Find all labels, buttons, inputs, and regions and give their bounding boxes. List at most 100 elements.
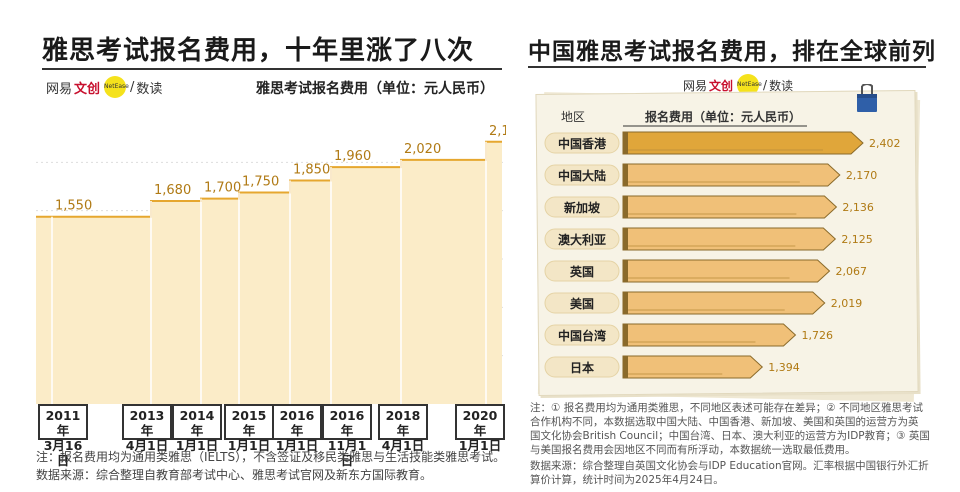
x-tick-day: 3月16日 xyxy=(43,438,83,468)
x-tick-day: 1月1日 xyxy=(275,438,319,453)
right-chart-title: 中国雅思考试报名费用，排在全球前列 xyxy=(528,39,936,65)
x-tick-day: 1月1日 xyxy=(227,438,271,453)
category-pill xyxy=(544,164,620,186)
x-tick-label: 2013年 4月1日 xyxy=(122,404,172,453)
brand-wenchuang-text: 文创 xyxy=(74,81,101,97)
fee-bar xyxy=(622,323,797,347)
x-tick-year: 2016年 xyxy=(279,408,315,438)
category-pill xyxy=(544,356,620,378)
x-tick-day: 4月1日 xyxy=(381,438,425,453)
right-note-line-2: 合作机构不同，本数据选取中国大陆、中国香港、新加坡、美国和英国的运营方为英 xyxy=(530,416,919,428)
brand-slash: / xyxy=(130,79,135,95)
category-pill xyxy=(544,228,620,250)
bar-end-cap xyxy=(623,164,628,186)
x-tick-label: 2016年 1月1日 xyxy=(272,404,322,453)
value-label: 2,067 xyxy=(836,265,868,278)
brand-dot-icon: NetEase xyxy=(737,74,762,96)
data-label: 1,680 xyxy=(154,183,191,198)
brand-netease-text: 网易 xyxy=(46,81,73,97)
right-brand-logo: 网易 文创 NetEase / 数读 xyxy=(683,74,793,96)
x-tick-label: 2015年 1月1日 xyxy=(224,404,274,453)
bar-end-cap xyxy=(623,292,628,314)
column-header-region: 地区 xyxy=(561,110,585,124)
category-pill xyxy=(544,260,620,282)
value-label: 1,726 xyxy=(801,329,833,342)
value-label: 1,394 xyxy=(768,361,800,374)
bar-end-cap xyxy=(623,260,628,282)
category-label: 中国香港 xyxy=(558,136,607,151)
x-tick-year: 2020年 xyxy=(462,408,498,438)
brand-netease-text: 网易 xyxy=(683,78,708,93)
category-label: 中国大陆 xyxy=(558,168,606,183)
x-tick-year: 2014年 xyxy=(179,408,215,438)
x-tick-label: 2016年 11月1日 xyxy=(322,404,372,468)
x-tick-day: 11月1日 xyxy=(327,438,367,468)
category-label: 日本 xyxy=(570,360,594,375)
fee-bar xyxy=(622,131,864,155)
right-title-rule xyxy=(528,66,926,68)
right-source-line-1: 数据来源：综合整理自英国文化协会与IDP Education官网。汇率根据中国银… xyxy=(530,460,929,472)
category-pill xyxy=(544,324,620,346)
value-label: 2,402 xyxy=(869,137,901,150)
x-tick-label: 2011年 3月16日 xyxy=(38,404,88,468)
regional-fee-bar-chart: 地区 报名费用（单位：元人民币） 中国香港 2,402 中国大陆 2,170 新加坡 2,13… xyxy=(544,109,901,379)
data-label: 2,170 xyxy=(489,124,506,139)
left-unit-label: 雅思考试报名费用（单位：元人民币） xyxy=(256,81,494,97)
column-header-fee: 报名费用（单位：元人民币） xyxy=(645,109,801,124)
bar-end-cap xyxy=(623,356,628,378)
x-tick-year: 2016年 xyxy=(329,408,365,438)
category-label: 新加坡 xyxy=(564,200,601,215)
binder-clip-icon xyxy=(857,84,877,112)
brand-shudu-text: 数读 xyxy=(136,81,163,97)
bar-end-cap xyxy=(623,196,628,218)
right-note-line-4: 与美国报名费用会因地区不同而有所浮动，本数据统一选取最低费用。 xyxy=(530,444,856,456)
value-label: 2,136 xyxy=(842,201,874,214)
fee-bar xyxy=(622,355,764,379)
category-pill xyxy=(544,292,620,314)
right-note-line-1: 注：① 报名费用均为通用类雅思，不同地区表述可能存在差异；② 不同地区雅思考试 xyxy=(530,402,923,414)
fee-bar xyxy=(622,259,831,283)
right-note-line-3: 国文化协会British Council；中国台湾、日本、澳大利亚的运营方为ID… xyxy=(530,430,930,442)
data-label: 1,960 xyxy=(334,149,371,164)
x-tick-year: 2013年 xyxy=(129,408,165,438)
left-source: 数据来源：综合整理自教育部考试中心、雅思考试官网及新东方国际教育。 xyxy=(36,468,433,482)
fee-bar xyxy=(622,227,837,251)
left-brand-logo: 网易 文创 NetEase / 数读 xyxy=(46,76,162,98)
category-label: 美国 xyxy=(570,296,594,311)
left-note: 注：报名费用均为通用类雅思（IELTS），不含签证及移民类雅思与生活技能类雅思考… xyxy=(36,450,506,464)
data-label: 1,850 xyxy=(293,162,330,177)
x-tick-label: 2014年 1月1日 xyxy=(172,404,222,453)
value-label: 2,170 xyxy=(846,169,878,182)
x-tick-year: 2018年 xyxy=(385,408,421,438)
data-label: 1,750 xyxy=(242,175,279,190)
bar-end-cap xyxy=(623,324,628,346)
category-pill xyxy=(544,196,620,218)
x-tick-day: 1月1日 xyxy=(175,438,219,453)
x-tick-year: 2011年 xyxy=(45,408,81,438)
category-label: 中国台湾 xyxy=(558,328,606,343)
x-tick-day: 1月1日 xyxy=(458,438,502,453)
x-tick-day: 4月1日 xyxy=(125,438,169,453)
bar-end-cap xyxy=(623,228,628,250)
value-label: 2,019 xyxy=(831,297,863,310)
fee-bar xyxy=(622,291,826,315)
brand-shudu-text: 数读 xyxy=(769,78,794,93)
data-label: 1,550 xyxy=(55,199,92,214)
category-label: 英国 xyxy=(570,264,594,279)
fee-area-fill xyxy=(36,141,502,404)
category-pill xyxy=(544,132,620,154)
right-source-line-2: 算价计算，统计时间为2025年4月24日。 xyxy=(530,474,724,486)
brand-wenchuang-text: 文创 xyxy=(709,78,734,93)
category-label: 澳大利亚 xyxy=(558,232,606,247)
x-tick-label: 2018年 4月1日 xyxy=(378,404,428,453)
fee-bar xyxy=(622,195,838,219)
brand-dot-icon: NetEase xyxy=(104,76,129,98)
data-label: 1,700 xyxy=(204,181,241,196)
x-tick-label: 2020年 1月1日 xyxy=(455,404,505,453)
fee-bar xyxy=(622,163,841,187)
bar-end-cap xyxy=(623,132,628,154)
left-chart-title: 雅思考试报名费用，十年里涨了八次 xyxy=(42,36,475,66)
data-label: 2,020 xyxy=(404,142,441,157)
x-tick-year: 2015年 xyxy=(231,408,267,438)
